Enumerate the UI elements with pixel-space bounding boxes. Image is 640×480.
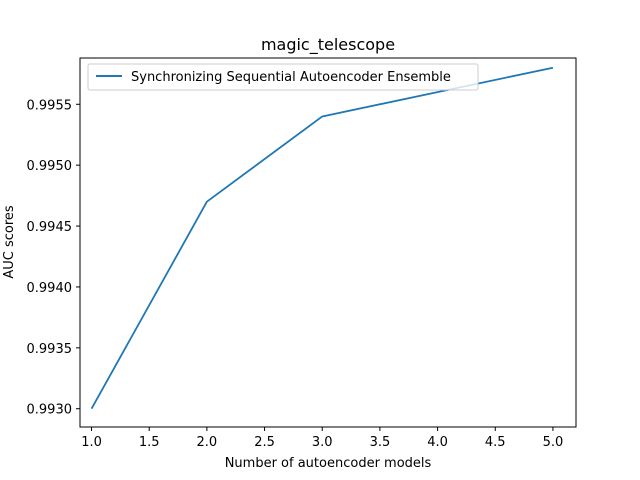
y-axis: 0.9930 0.9935 0.9940 0.9945 0.9950 0.9955	[27, 98, 80, 418]
y-tick-label: 0.9940	[27, 281, 73, 296]
y-tick-label: 0.9930	[27, 403, 73, 418]
plot-area	[90, 66, 554, 410]
y-tick-label: 0.9945	[27, 220, 73, 235]
x-tick-label: 3.0	[312, 435, 333, 450]
y-tick-label: 0.9955	[27, 98, 73, 113]
legend-box	[87, 63, 479, 91]
chart-title: magic_telescope	[261, 35, 395, 55]
y-tick-label: 0.9950	[27, 159, 73, 174]
x-tick-label: 4.5	[485, 435, 506, 450]
series-line	[90, 66, 554, 410]
x-tick-label: 1.0	[81, 435, 102, 450]
legend-label: Synchronizing Sequential Autoencoder Ens…	[131, 70, 451, 85]
x-tick-label: 2.5	[254, 435, 275, 450]
x-axis-label: Number of autoencoder models	[225, 456, 432, 471]
x-tick-label: 1.5	[139, 435, 160, 450]
legend: Synchronizing Sequential Autoencoder Ens…	[87, 63, 479, 91]
x-tick-label: 2.0	[197, 435, 218, 450]
axes-frame	[79, 57, 577, 428]
x-axis: 1.0 1.5 2.0 2.5 3.0 3.5 4.0 4.5 5.0	[81, 427, 563, 450]
x-tick-label: 5.0	[543, 435, 564, 450]
y-axis-label: AUC scores	[2, 205, 17, 279]
y-tick-label: 0.9935	[27, 342, 73, 357]
x-tick-label: 4.0	[427, 435, 448, 450]
x-tick-label: 3.5	[370, 435, 391, 450]
